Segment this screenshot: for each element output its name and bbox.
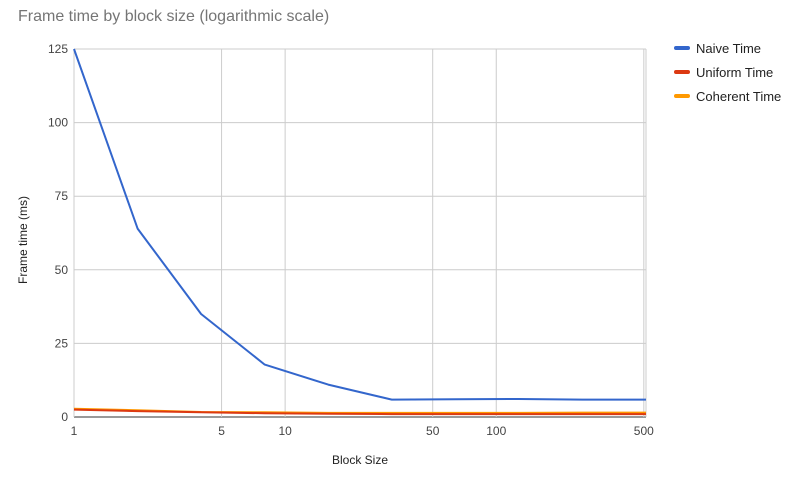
y-tick-label: 0 (61, 410, 68, 424)
legend: Naive Time Uniform Time Coherent Time (674, 41, 781, 104)
y-tick-label: 50 (55, 263, 69, 277)
series-line-naive-time (73, 48, 646, 401)
grid-lines (73, 48, 647, 418)
legend-label: Coherent Time (696, 89, 781, 104)
x-tick-label: 500 (634, 424, 654, 438)
y-tick-label: 125 (48, 42, 68, 56)
series-lines (73, 48, 646, 416)
legend-label: Uniform Time (696, 65, 773, 80)
x-axis-title: Block Size (332, 453, 388, 467)
x-tick-label: 50 (426, 424, 440, 438)
x-tick-label: 100 (486, 424, 506, 438)
x-axis-ticks: 1 5 10 50 100 500 (71, 424, 655, 438)
x-tick-label: 10 (278, 424, 292, 438)
x-tick-label: 5 (218, 424, 225, 438)
y-axis-ticks: 0 25 50 75 100 125 (48, 42, 68, 424)
y-axis-title: Frame time (ms) (16, 196, 30, 284)
chart-title: Frame time by block size (logarithmic sc… (18, 8, 330, 25)
legend-label: Naive Time (696, 41, 761, 56)
series-line-uniform-time (73, 408, 646, 416)
y-tick-label: 100 (48, 116, 68, 130)
x-tick-label: 1 (71, 424, 78, 438)
y-tick-label: 75 (55, 189, 69, 203)
y-tick-label: 25 (55, 336, 69, 350)
